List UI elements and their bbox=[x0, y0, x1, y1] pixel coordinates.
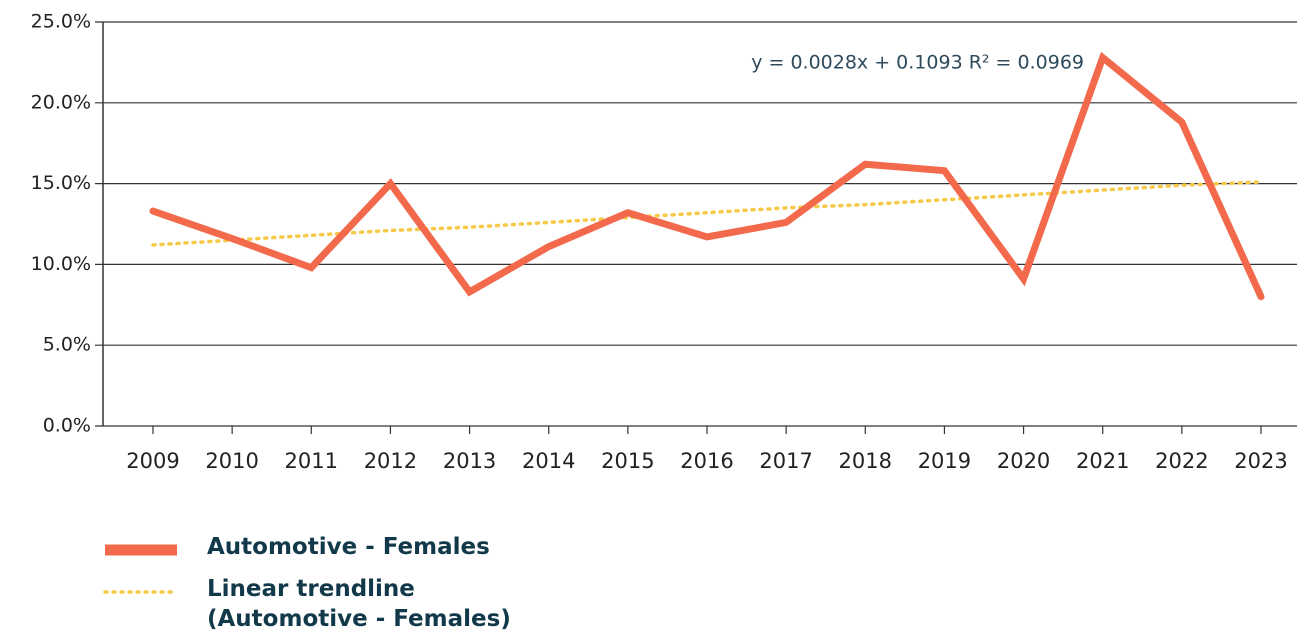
y-tick-label: 15.0% bbox=[31, 172, 91, 194]
x-tick-label: 2023 bbox=[1234, 449, 1287, 473]
x-tick-label: 2015 bbox=[601, 449, 654, 473]
legend-label: Automotive - Females bbox=[207, 534, 490, 560]
chart: y = 0.0028x + 0.1093 R² = 0.0969 0.0% 5.0… bbox=[31, 11, 1297, 473]
x-tick-label: 2012 bbox=[364, 449, 417, 473]
x-tick-label: 2017 bbox=[759, 449, 812, 473]
y-tick-label: 10.0% bbox=[31, 253, 91, 275]
trendline-equation: y = 0.0028x + 0.1093 R² = 0.0969 bbox=[751, 52, 1084, 74]
y-tick-label: 0.0% bbox=[43, 415, 91, 437]
x-tick-label: 2018 bbox=[839, 449, 892, 473]
x-tick-label: 2009 bbox=[126, 449, 179, 473]
legend-item: Linear trendline (Automotive - Females) bbox=[103, 574, 567, 634]
legend-item: Automotive - Females bbox=[103, 532, 567, 566]
x-tick-label: 2016 bbox=[680, 449, 733, 473]
x-tick-label: 2021 bbox=[1076, 449, 1129, 473]
x-tick-label: 2013 bbox=[443, 449, 496, 473]
y-tick-label: 20.0% bbox=[31, 91, 91, 113]
x-tick-label: 2014 bbox=[522, 449, 575, 473]
y-tick-label: 25.0% bbox=[31, 11, 91, 33]
trendline bbox=[151, 180, 1263, 247]
x-tick-label: 2020 bbox=[997, 449, 1050, 473]
y-tick-label: 5.0% bbox=[43, 334, 91, 356]
legend-label: Linear trendline (Automotive - Females) bbox=[207, 576, 511, 632]
legend: Automotive - Females Linear trendline (Au… bbox=[103, 532, 567, 642]
x-tick-label: 2022 bbox=[1155, 449, 1208, 473]
x-tick-label: 2011 bbox=[285, 449, 338, 473]
x-tick-label: 2010 bbox=[205, 449, 258, 473]
x-tick-label: 2019 bbox=[918, 449, 971, 473]
legend-swatch bbox=[103, 590, 179, 594]
series-line bbox=[149, 51, 1265, 301]
legend-swatch bbox=[105, 544, 177, 556]
